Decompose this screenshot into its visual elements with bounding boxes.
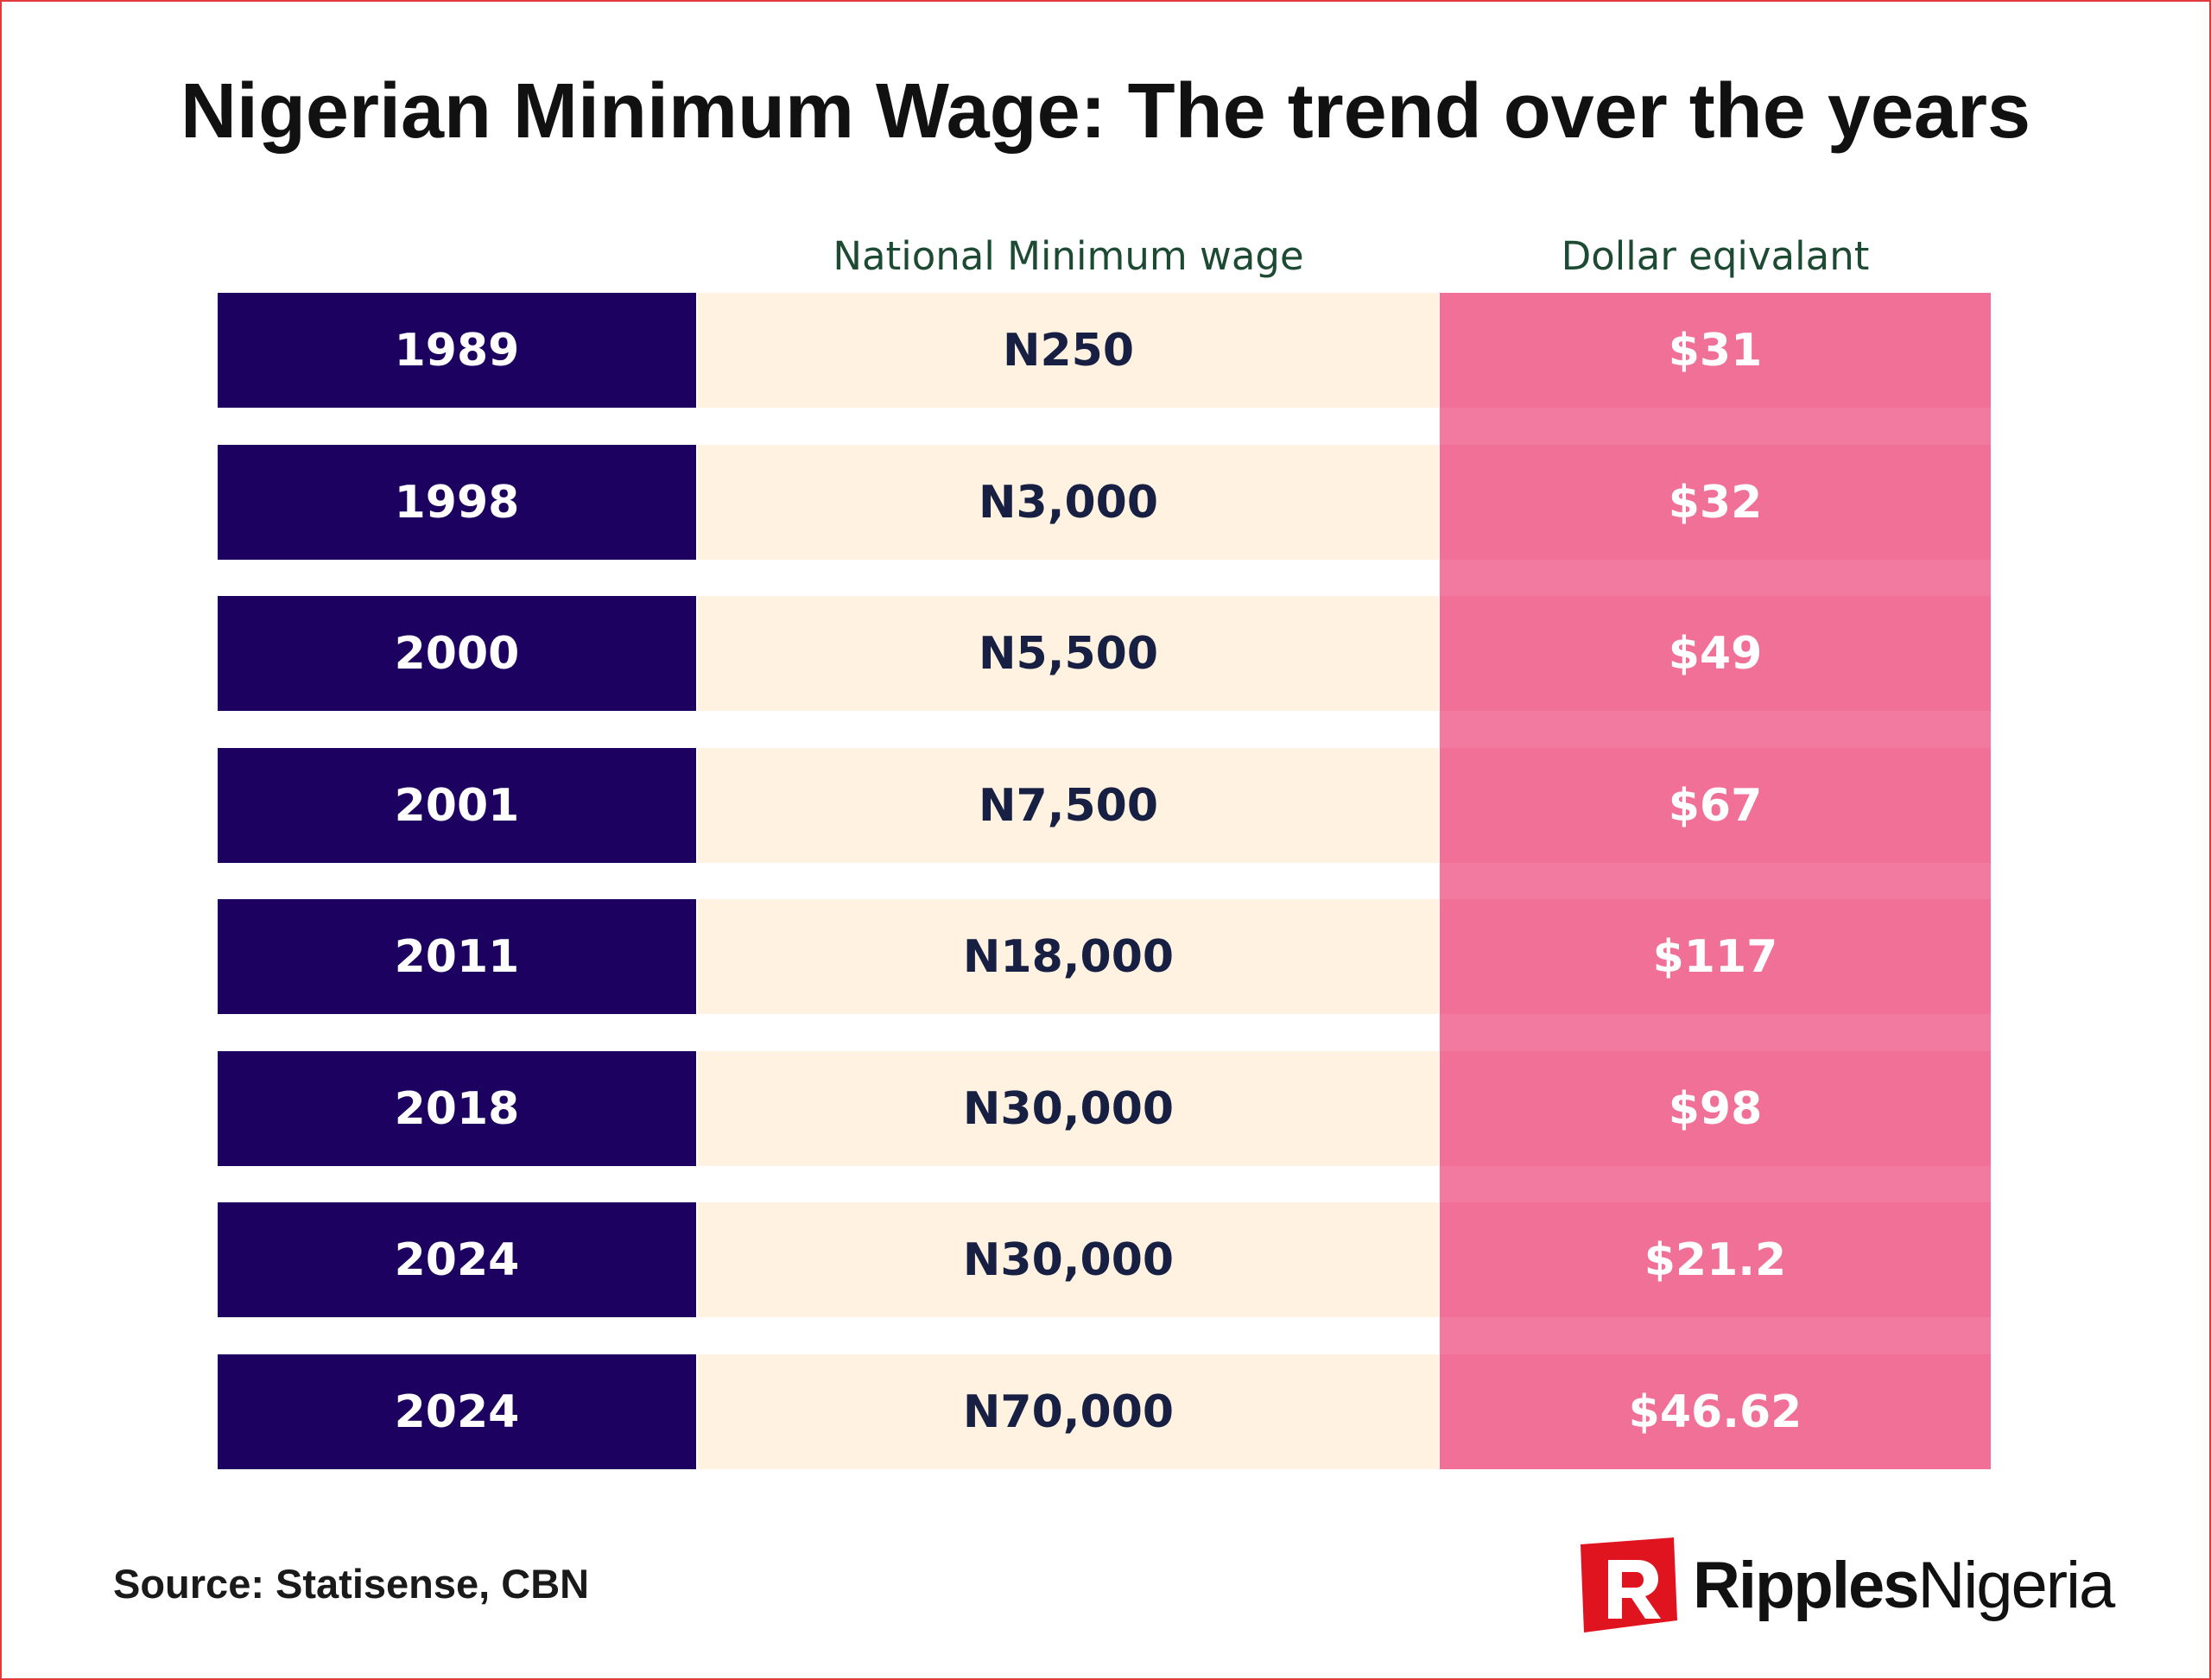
wage-cell: N250	[698, 293, 1439, 408]
wage-cell: N18,000	[698, 899, 1439, 1014]
ripples-nigeria-logo: RipplesNigeria	[1572, 1537, 2125, 1632]
year-cell: 2024	[218, 1202, 696, 1317]
wage-cell: N5,500	[698, 596, 1439, 711]
year-cell: 2024	[218, 1354, 696, 1469]
dollar-cell: $117	[1440, 899, 1991, 1014]
year-cell: 2018	[218, 1051, 696, 1166]
table-row: 2018 N30,000 $98	[218, 1051, 1991, 1166]
table-row: 2024 N30,000 $21.2	[218, 1202, 1991, 1317]
logo-text-ripples: Ripples	[1693, 1549, 1919, 1622]
year-cell: 2011	[218, 899, 696, 1014]
dollar-cell: $46.62	[1440, 1354, 1991, 1469]
year-cell: 2001	[218, 748, 696, 863]
column-header-wage: National Minimum wage	[833, 233, 1304, 279]
wage-cell: N30,000	[698, 1202, 1439, 1317]
dollar-cell: $32	[1440, 445, 1991, 560]
wage-cell: N30,000	[698, 1051, 1439, 1166]
table-row: 2011 N18,000 $117	[218, 899, 1991, 1014]
logo-text-nigeria: Nigeria	[1917, 1549, 2116, 1622]
year-cell: 2000	[218, 596, 696, 711]
chart-title: Nigerian Minimum Wage: The trend over th…	[180, 68, 2031, 155]
column-header-dollar: Dollar eqivalant	[1561, 233, 1870, 279]
dollar-cell: $49	[1440, 596, 1991, 711]
dollar-cell: $67	[1440, 748, 1991, 863]
dollar-cell: $98	[1440, 1051, 1991, 1166]
table-row: 2001 N7,500 $67	[218, 748, 1991, 863]
logo-wordmark: RipplesNigeria	[1693, 1548, 2116, 1623]
dollar-cell: $31	[1440, 293, 1991, 408]
table-row: 1989 N250 $31	[218, 293, 1991, 408]
wage-cell: N3,000	[698, 445, 1439, 560]
table-row: 2024 N70,000 $46.62	[218, 1354, 1991, 1469]
source-note: Source: Statisense, CBN	[113, 1561, 590, 1607]
wage-cell: N70,000	[698, 1354, 1439, 1469]
wage-cell: N7,500	[698, 748, 1439, 863]
year-cell: 1998	[218, 445, 696, 560]
table-row: 2000 N5,500 $49	[218, 596, 1991, 711]
year-cell: 1989	[218, 293, 696, 408]
dollar-cell: $21.2	[1440, 1202, 1991, 1317]
ripples-logo-icon	[1581, 1537, 1677, 1632]
table-row: 1998 N3,000 $32	[218, 445, 1991, 560]
